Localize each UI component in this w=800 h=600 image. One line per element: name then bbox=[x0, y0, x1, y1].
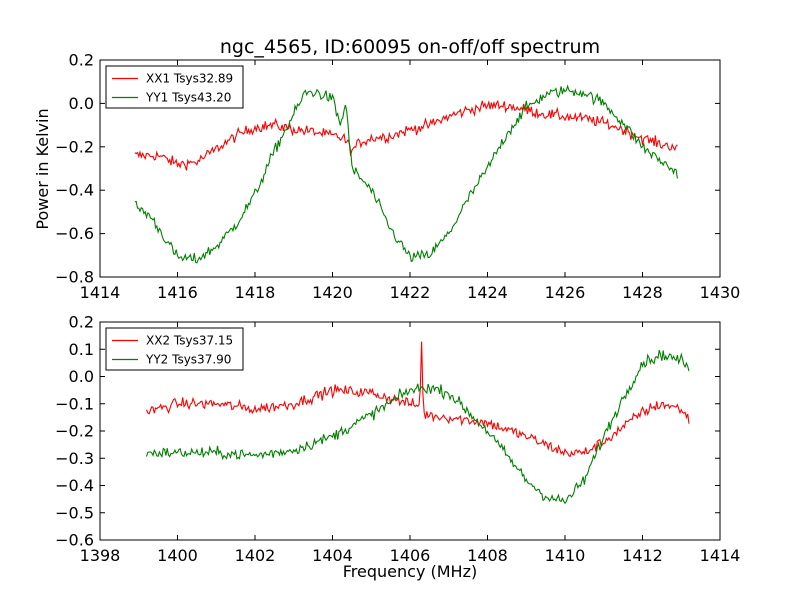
x-tick-label: 1404 bbox=[312, 546, 353, 565]
legend: XX1 Tsys32.89 YY1 Tsys43.20 bbox=[105, 65, 244, 109]
x-tick-label: 1406 bbox=[390, 546, 431, 565]
x-tick-label: 1424 bbox=[467, 283, 508, 302]
series-line-xx2 bbox=[145, 341, 690, 458]
y-tick-label: 0.2 bbox=[69, 51, 94, 70]
x-tick-label: 1398 bbox=[80, 546, 121, 565]
bottom-panel: 1398 1400 1402 1404 1406 1408 1410 1412 1414 −0.6… bbox=[55, 313, 740, 566]
y-tick-label: −0.5 bbox=[55, 503, 94, 522]
y-tick-label: −0.4 bbox=[55, 181, 94, 200]
legend-box bbox=[105, 327, 244, 371]
x-tick-label: 1420 bbox=[312, 283, 353, 302]
chart-title: ngc_4565, ID:60095 on-off/off spectrum bbox=[220, 36, 600, 58]
x-tick-label: 1402 bbox=[235, 546, 276, 565]
y-tick-label: −0.4 bbox=[55, 476, 94, 495]
legend-box bbox=[105, 65, 244, 109]
series-line-yy1 bbox=[134, 84, 678, 264]
y-tick-label: −0.3 bbox=[55, 449, 94, 468]
y-tick-label: −0.2 bbox=[55, 137, 94, 156]
legend-label: YY2 Tsys37.90 bbox=[145, 353, 231, 367]
y-tick-label: −0.8 bbox=[55, 268, 94, 287]
legend-label: XX1 Tsys32.89 bbox=[146, 72, 233, 86]
x-tick-label: 1422 bbox=[390, 283, 431, 302]
legend-label: YY1 Tsys43.20 bbox=[145, 91, 231, 105]
y-tick-label: −0.6 bbox=[55, 531, 94, 550]
x-tick-label: 1400 bbox=[157, 546, 198, 565]
y-tick-label: 0.1 bbox=[69, 340, 94, 359]
y-tick-label: 0.2 bbox=[69, 313, 94, 332]
x-tick-label: 1412 bbox=[622, 546, 663, 565]
x-axis-label: Frequency (MHz) bbox=[343, 562, 477, 581]
y-tick-label: 0.0 bbox=[69, 367, 94, 386]
x-tick-label: 1408 bbox=[467, 546, 508, 565]
y-tick-label: −0.2 bbox=[55, 422, 94, 441]
y-tick-label: 0.0 bbox=[69, 94, 94, 113]
legend-label: XX2 Tsys37.15 bbox=[146, 334, 233, 348]
legend: XX2 Tsys37.15 YY2 Tsys37.90 bbox=[105, 327, 244, 371]
y-tick-label: −0.1 bbox=[55, 394, 94, 413]
x-tick-label: 1410 bbox=[545, 546, 586, 565]
x-tick-label: 1416 bbox=[157, 283, 198, 302]
x-tick-label: 1414 bbox=[80, 283, 121, 302]
series-line-yy2 bbox=[145, 349, 690, 505]
x-tick-label: 1418 bbox=[235, 283, 276, 302]
x-tick-label: 1426 bbox=[545, 283, 586, 302]
y-tick-label: −0.6 bbox=[55, 224, 94, 243]
top-panel: 1414 1416 1418 1420 1422 1424 1426 1428 1430 −0.8… bbox=[55, 51, 740, 303]
x-tick-label: 1414 bbox=[700, 546, 741, 565]
series-line-xx1 bbox=[134, 99, 678, 171]
x-tick-label: 1430 bbox=[700, 283, 741, 302]
x-tick-label: 1428 bbox=[622, 283, 663, 302]
y-axis-label: Power in Kelvin bbox=[33, 108, 52, 229]
